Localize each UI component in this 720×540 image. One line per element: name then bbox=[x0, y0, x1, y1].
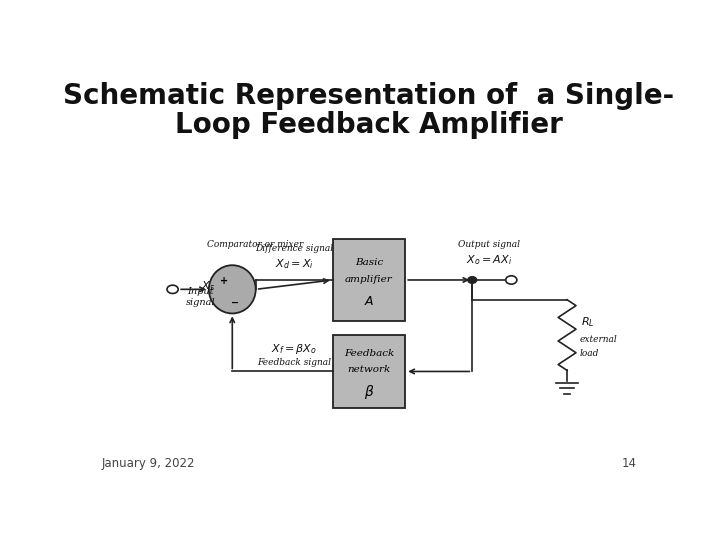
Bar bbox=[333, 239, 405, 321]
Text: −: − bbox=[230, 298, 239, 308]
Ellipse shape bbox=[209, 265, 256, 313]
Text: Output signal: Output signal bbox=[458, 240, 520, 249]
Text: Difference signal: Difference signal bbox=[255, 244, 333, 253]
Text: +: + bbox=[220, 276, 228, 286]
Text: $R_L$: $R_L$ bbox=[581, 316, 595, 329]
Text: January 9, 2022: January 9, 2022 bbox=[101, 457, 194, 470]
Text: signal: signal bbox=[186, 298, 215, 307]
Text: $X_d = X_i$: $X_d = X_i$ bbox=[275, 257, 314, 271]
Text: $X_o = AX_i$: $X_o = AX_i$ bbox=[466, 253, 512, 267]
Text: $A$: $A$ bbox=[364, 294, 374, 308]
Text: Loop Feedback Amplifier: Loop Feedback Amplifier bbox=[175, 111, 563, 139]
Text: $X_s$: $X_s$ bbox=[201, 279, 215, 293]
Text: external: external bbox=[580, 335, 617, 344]
Text: Input: Input bbox=[187, 287, 214, 296]
Text: Comparator or mixer: Comparator or mixer bbox=[207, 240, 303, 248]
Text: amplifier: amplifier bbox=[345, 275, 393, 285]
Text: 14: 14 bbox=[622, 457, 637, 470]
Circle shape bbox=[167, 285, 178, 293]
Circle shape bbox=[468, 276, 477, 284]
Bar bbox=[333, 335, 405, 408]
Text: Schematic Representation of  a Single-: Schematic Representation of a Single- bbox=[63, 82, 675, 110]
Text: Basic: Basic bbox=[355, 258, 383, 267]
Circle shape bbox=[505, 276, 517, 284]
Text: Feedback signal: Feedback signal bbox=[256, 358, 330, 367]
Text: Feedback: Feedback bbox=[344, 349, 394, 358]
Text: network: network bbox=[347, 366, 391, 375]
Text: $\beta$: $\beta$ bbox=[364, 383, 374, 401]
Text: $X_f = \beta X_o$: $X_f = \beta X_o$ bbox=[271, 342, 317, 355]
Text: load: load bbox=[580, 349, 599, 358]
